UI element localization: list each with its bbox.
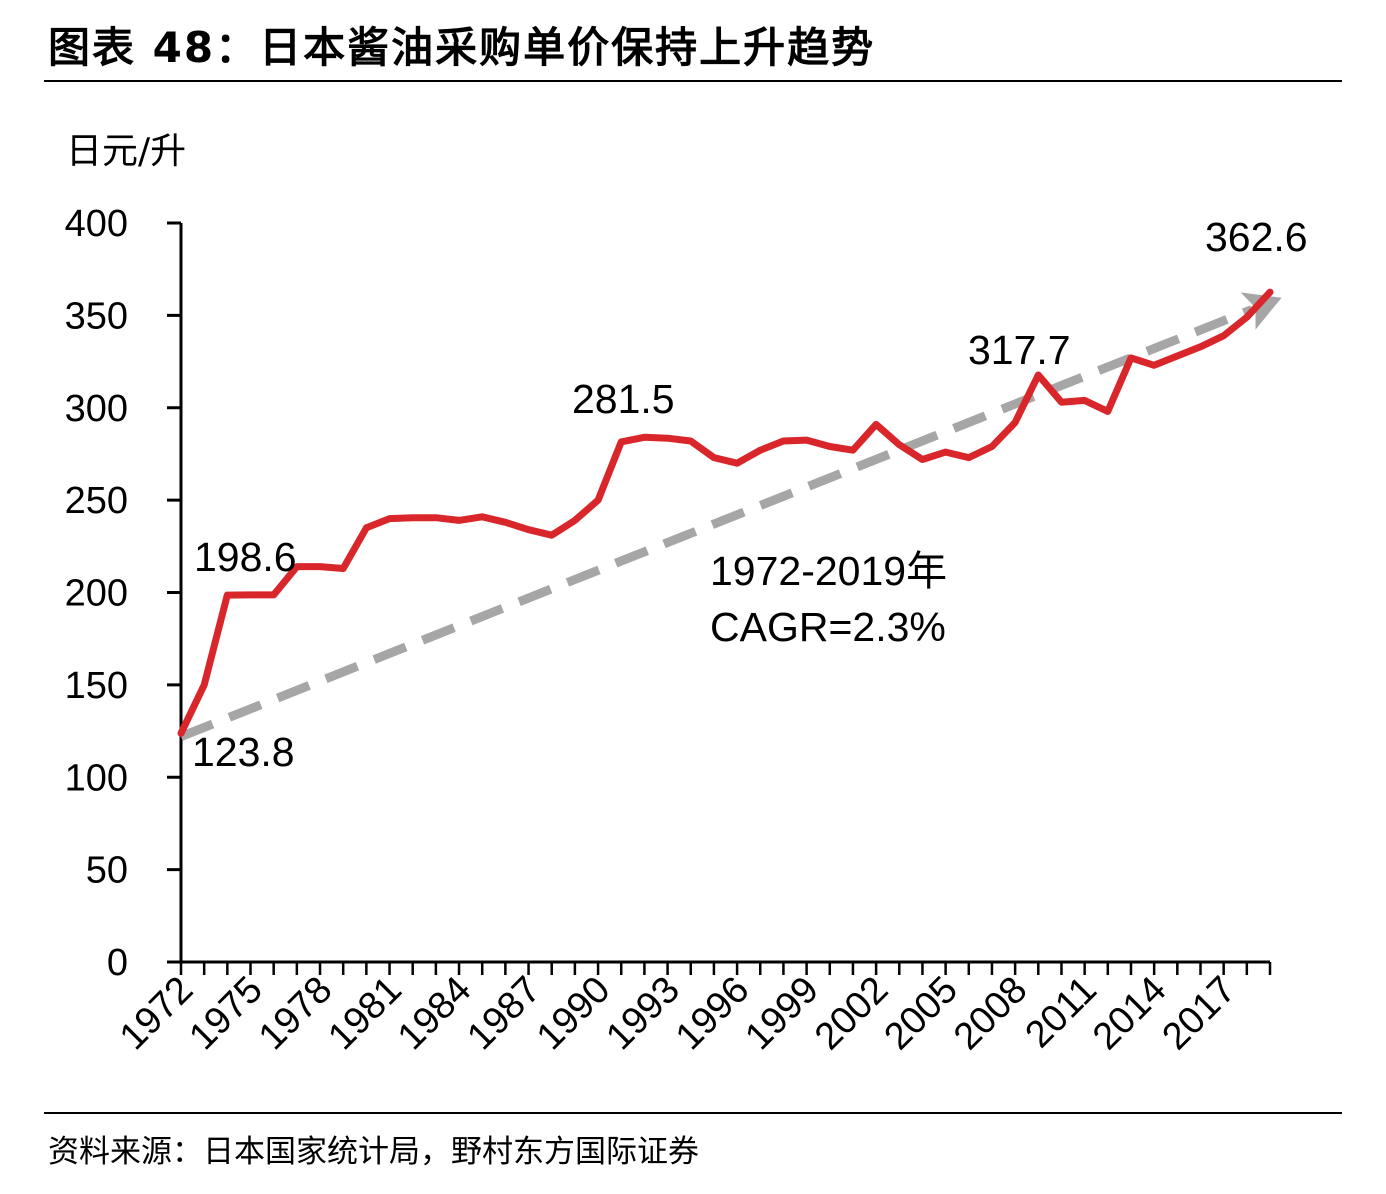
trend-arrowhead: [1240, 292, 1282, 330]
x-tick-label: 1987: [459, 969, 548, 1058]
y-tick-label: 0: [107, 942, 128, 984]
x-tick-label: 1996: [668, 969, 757, 1058]
y-axis-ticks: 0 50 100 150 200 250 300 350 400: [65, 203, 181, 984]
x-axis-ticks: 1972197519781981198419871990199319961999…: [112, 962, 1272, 1058]
source-divider: [44, 1112, 1342, 1114]
data-labels: 123.8 198.6 281.5 317.7 362.6 1972-2019年 CAGR=…: [192, 214, 1308, 775]
cagr-period-label: 1972-2019年: [710, 548, 947, 594]
y-tick-label: 50: [86, 850, 128, 892]
x-tick-label: 2017: [1155, 969, 1244, 1058]
y-tick-label: 250: [65, 480, 128, 522]
trend-arrow: [179, 292, 1282, 741]
x-tick-label: 1999: [737, 969, 826, 1058]
x-tick-label: 2002: [807, 969, 896, 1058]
x-tick-label: 1984: [390, 969, 479, 1058]
label-2009: 317.7: [968, 327, 1071, 373]
label-2019: 362.6: [1205, 214, 1308, 260]
title-underline: [44, 80, 1342, 82]
y-tick-label: 300: [65, 388, 128, 430]
x-tick-label: 1978: [251, 969, 340, 1058]
y-tick-label: 400: [65, 203, 128, 245]
y-tick-label: 350: [65, 295, 128, 337]
label-1974: 198.6: [194, 534, 297, 580]
x-tick-label: 1990: [529, 969, 618, 1058]
trend-dashed-line: [179, 305, 1254, 741]
x-tick-label: 2008: [946, 969, 1035, 1058]
x-tick-label: 1993: [598, 969, 687, 1058]
chart-title: 图表 48：日本酱油采购单价保持上升趋势: [48, 23, 876, 72]
series-line: [177, 288, 1274, 737]
y-tick-label: 100: [65, 757, 128, 799]
source-note: 资料来源：日本国家统计局，野村东方国际证券: [48, 1134, 699, 1170]
x-tick-label: 1975: [181, 969, 270, 1058]
x-tick-label: 2014: [1085, 969, 1174, 1058]
label-1991: 281.5: [572, 376, 675, 422]
y-tick-label: 150: [65, 665, 128, 707]
cagr-value-label: CAGR=2.3%: [710, 604, 946, 650]
x-tick-label: 2011: [1018, 969, 1105, 1056]
series-line-path: [177, 288, 1274, 737]
x-tick-label: 1981: [320, 969, 409, 1058]
y-tick-label: 200: [65, 573, 128, 615]
label-1972: 123.8: [192, 729, 295, 775]
x-tick-label: 2005: [876, 969, 965, 1058]
y-axis-unit-label: 日元/升: [66, 131, 187, 172]
